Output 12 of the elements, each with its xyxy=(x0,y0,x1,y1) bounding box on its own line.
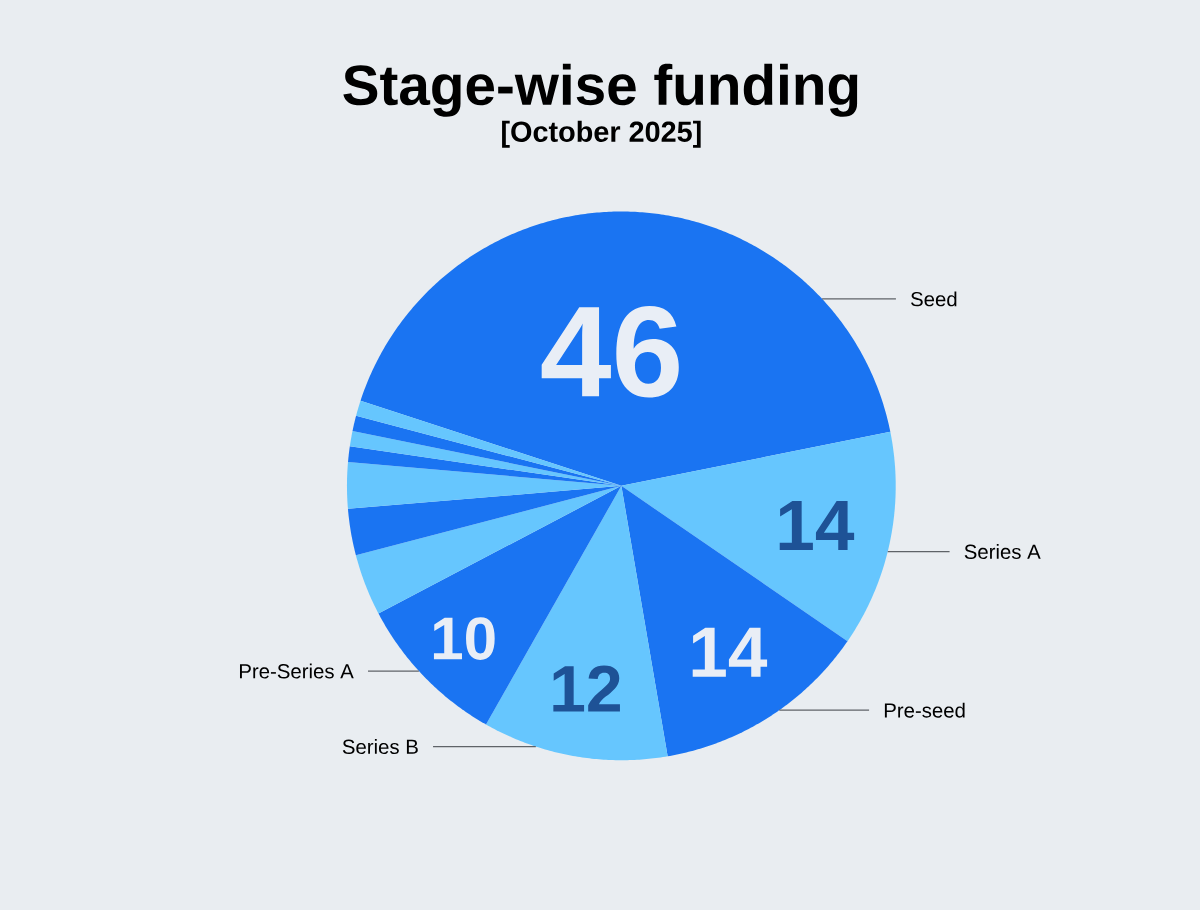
data-label: 14 xyxy=(692,627,768,677)
slice-label: Seed xyxy=(911,291,957,307)
data-label: 12 xyxy=(553,665,620,712)
chart-subtitle: [October 2025] xyxy=(502,120,701,148)
data-label: 10 xyxy=(433,617,495,660)
chart-title: Stage-wise funding xyxy=(343,63,858,117)
data-label: 14 xyxy=(779,500,855,550)
slice-label: Series A xyxy=(964,544,1041,560)
data-label: 46 xyxy=(541,306,679,398)
slice-label: Pre-Series A xyxy=(239,663,354,679)
slice-label: Series B xyxy=(342,739,418,755)
slice-label: Pre-seed xyxy=(884,702,965,718)
